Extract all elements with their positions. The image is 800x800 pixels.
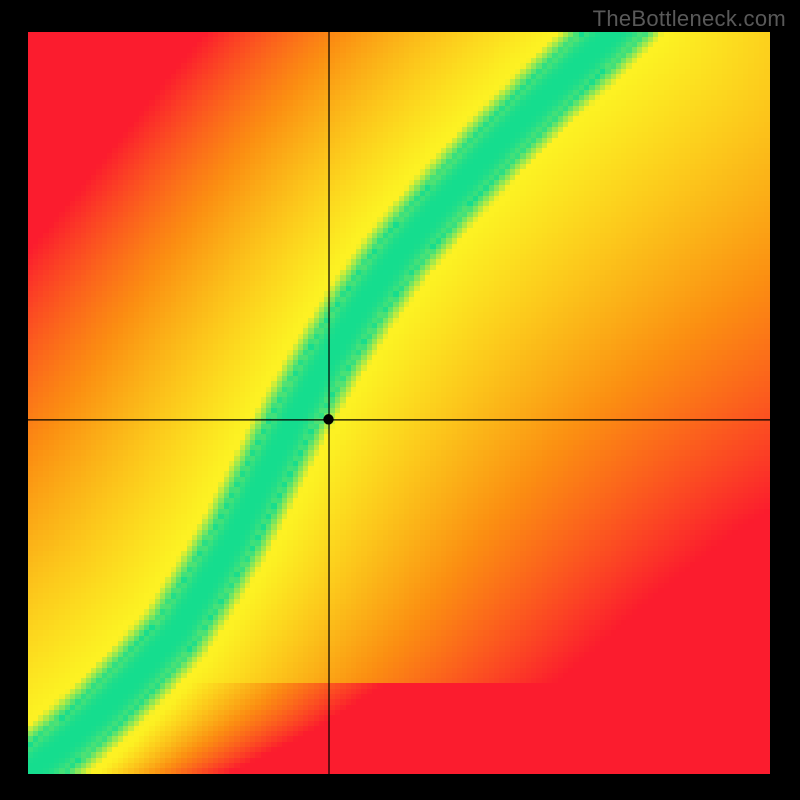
plot-area [28, 32, 770, 774]
heatmap-canvas [28, 32, 770, 774]
chart-container: TheBottleneck.com [0, 0, 800, 800]
watermark-label: TheBottleneck.com [593, 6, 786, 32]
